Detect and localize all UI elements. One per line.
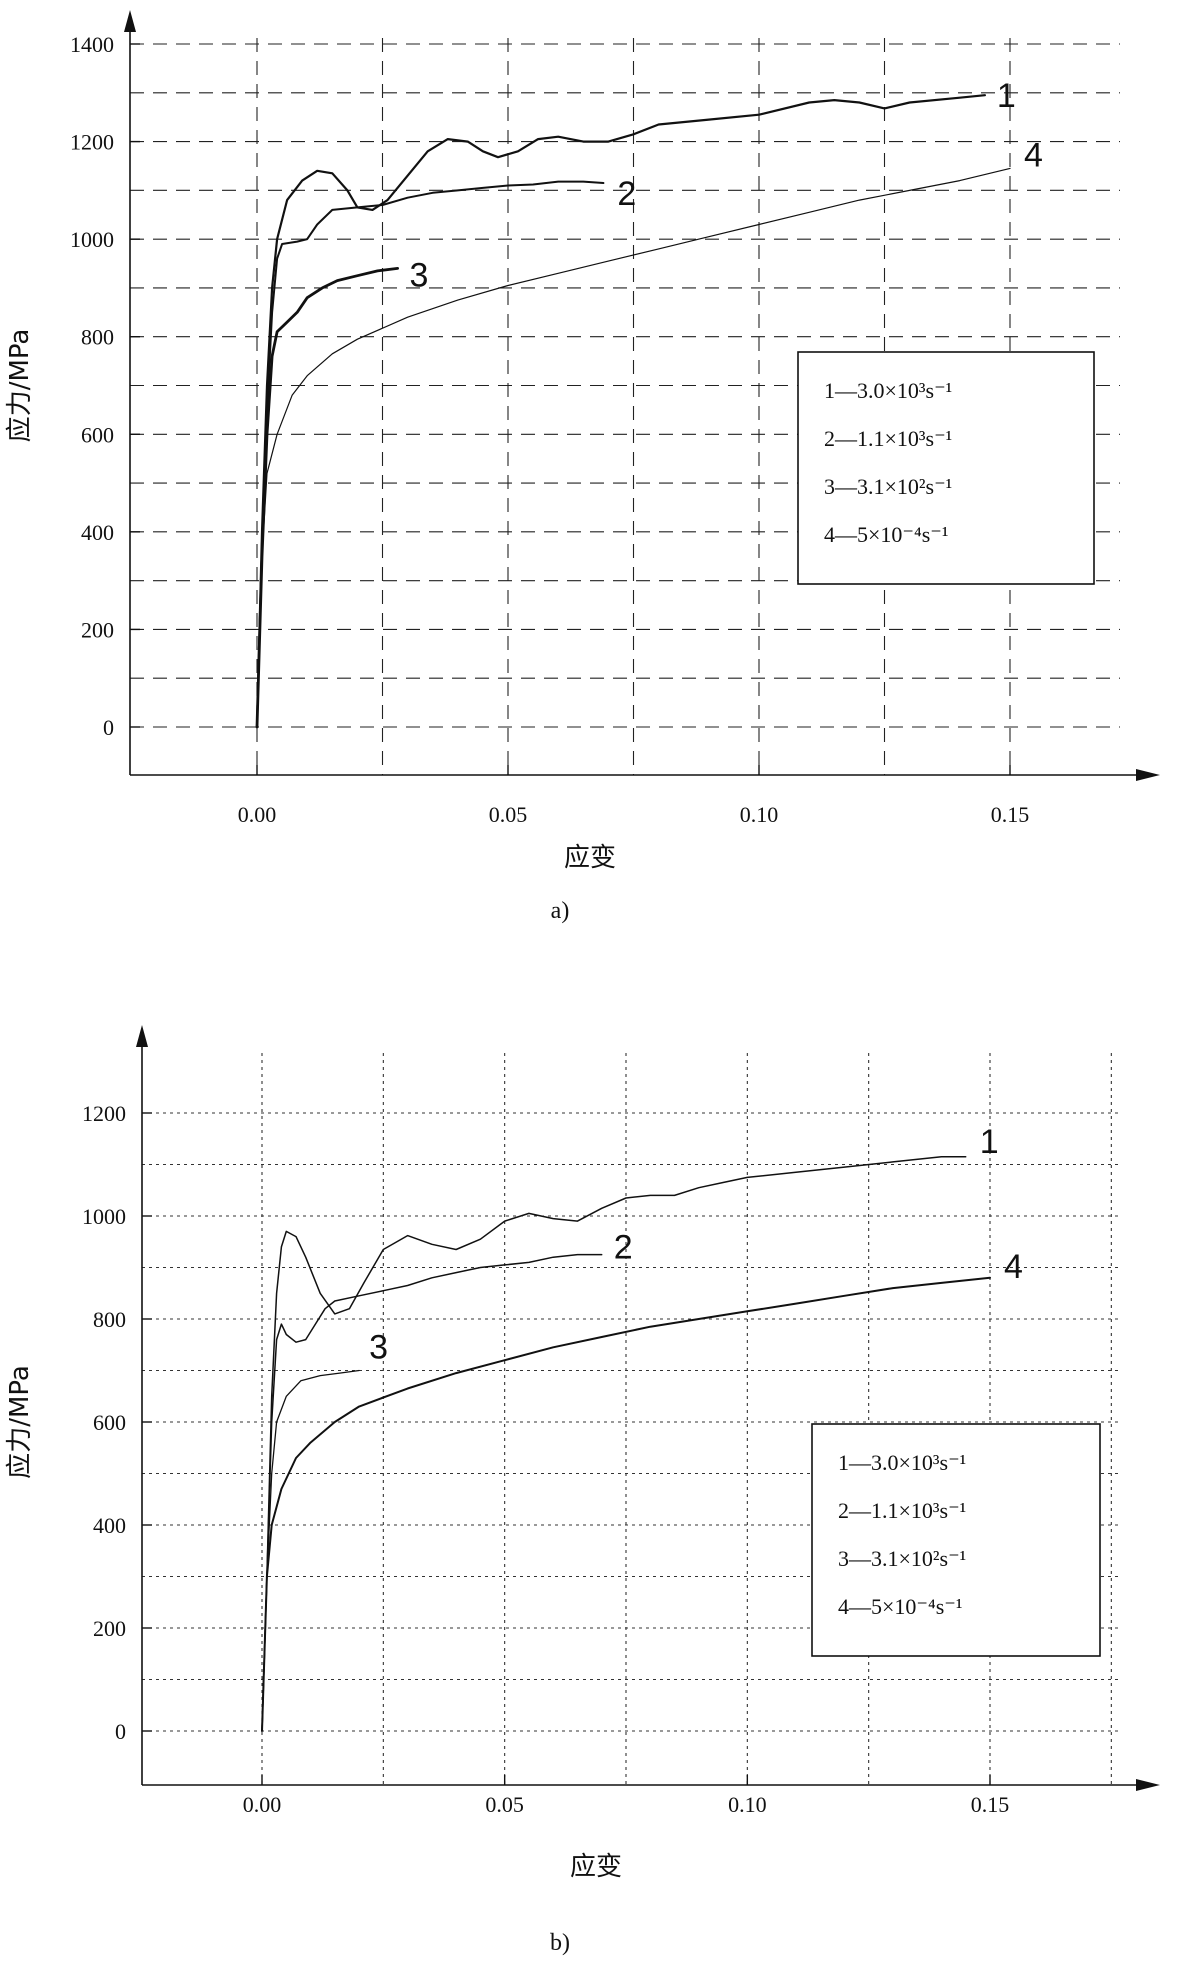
series-line-3 xyxy=(255,267,399,729)
legend-entry-3: 3—3.1×10²s⁻¹ xyxy=(824,474,952,499)
chart-panel-b: 0 200 400 600 800 1000 1200 0.00 0.05 0.10 0.15 应变应… xyxy=(0,800,1189,1961)
legend-entry-1: 1—3.0×10³s⁻¹ xyxy=(838,1450,966,1475)
y-axis-title: 应力/MPa xyxy=(5,1365,35,1479)
y-tick-label: 600 xyxy=(81,422,114,447)
series-line-4 xyxy=(256,167,1011,728)
y-tick-label: 0 xyxy=(103,715,114,740)
series-line-1 xyxy=(255,94,986,729)
grid xyxy=(142,1053,1120,1785)
series-label-3: 3 xyxy=(410,256,429,294)
series-label-2: 2 xyxy=(617,175,636,213)
legend-entry-4: 4—5×10⁻⁴s⁻¹ xyxy=(824,522,948,547)
legend-entry-2: 2—1.1×10³s⁻¹ xyxy=(824,426,952,451)
chart-caption: a) xyxy=(551,898,570,924)
series-label-1: 1 xyxy=(980,1123,999,1161)
x-tick-label: 0.00 xyxy=(238,802,277,827)
y-axis-arrow xyxy=(124,10,136,32)
legend-entry-4: 4—5×10⁻⁴s⁻¹ xyxy=(838,1594,962,1619)
y-tick-label: 800 xyxy=(81,325,114,350)
y-tick-label: 800 xyxy=(93,1307,126,1332)
legend-box xyxy=(797,351,1095,585)
x-axis-arrow xyxy=(1136,769,1160,781)
legend-entry-3: 3—3.1×10²s⁻¹ xyxy=(838,1546,966,1571)
x-axis-title: 应变 xyxy=(570,1852,622,1882)
y-axis-arrow xyxy=(136,1025,148,1047)
x-tick-label: 0.10 xyxy=(740,802,779,827)
chart-a-svg: 0 200 400 600 800 1000 1200 1400 0.00 0.05 0.10 0.1… xyxy=(5,10,1160,924)
y-tick-label: 1400 xyxy=(70,32,114,57)
series-line-3 xyxy=(261,1369,360,1732)
x-axis-arrow xyxy=(1136,1779,1160,1791)
chart-caption: b) xyxy=(550,1930,570,1956)
y-tick-label: 1200 xyxy=(70,130,114,155)
series-label-4: 4 xyxy=(1024,136,1043,174)
legend-box xyxy=(811,1423,1101,1657)
y-tick-label: 600 xyxy=(93,1410,126,1435)
y-tick-label: 200 xyxy=(81,617,114,642)
x-tick-label: 0.15 xyxy=(971,1792,1010,1817)
series-label-4: 4 xyxy=(1004,1248,1023,1286)
x-axis-title: 应变 xyxy=(564,843,616,873)
x-tick-label: 0.10 xyxy=(728,1792,767,1817)
legend: 1—3.0×10³s⁻¹ 2—1.1×10³s⁻¹ 3—3.1×10²s⁻¹ 4—5×… xyxy=(797,351,1095,585)
chart-panel-a: 0 200 400 600 800 1000 1200 1400 0.00 0.05 0.10 0.1… xyxy=(0,0,1189,930)
series-line-2 xyxy=(256,180,605,728)
y-tick-label: 400 xyxy=(93,1513,126,1538)
legend-entry-1: 1—3.0×10³s⁻¹ xyxy=(824,378,952,403)
y-tick-label: 1000 xyxy=(82,1204,126,1229)
x-tick-label: 0.05 xyxy=(489,802,528,827)
y-tick-label: 1200 xyxy=(82,1101,126,1126)
y-tick-label: 200 xyxy=(93,1616,126,1641)
series-label-1: 1 xyxy=(997,77,1016,115)
y-tick-label: 400 xyxy=(81,520,114,545)
x-tick-label: 0.15 xyxy=(991,802,1030,827)
series-label-2: 2 xyxy=(614,1229,633,1267)
x-tick-label: 0.05 xyxy=(485,1792,524,1817)
series-label-3: 3 xyxy=(369,1329,388,1367)
series-line-2 xyxy=(261,1253,603,1732)
series-line-4 xyxy=(261,1276,991,1732)
legend: 1—3.0×10³s⁻¹ 2—1.1×10³s⁻¹ 3—3.1×10²s⁻¹ 4—5×… xyxy=(811,1423,1101,1657)
y-axis-title: 应力/MPa xyxy=(5,329,35,443)
y-tick-label: 1000 xyxy=(70,227,114,252)
legend-entry-2: 2—1.1×10³s⁻¹ xyxy=(838,1498,966,1523)
x-tick-label: 0.00 xyxy=(243,1792,282,1817)
y-tick-label: 0 xyxy=(115,1719,126,1744)
chart-b-svg: 0 200 400 600 800 1000 1200 0.00 0.05 0.10 0.15 应变 应… xyxy=(5,1025,1160,1956)
series-line-1 xyxy=(261,1156,967,1732)
